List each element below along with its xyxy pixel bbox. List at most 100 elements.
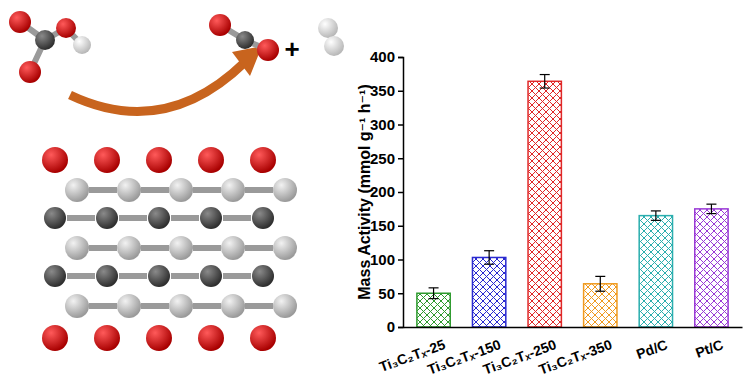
annotation: + [284, 34, 299, 64]
bond [245, 245, 273, 251]
atom [35, 30, 55, 50]
bar [695, 209, 728, 327]
atom [198, 147, 224, 173]
atom [42, 325, 68, 351]
bond [223, 215, 251, 221]
bar [472, 257, 505, 327]
atom [221, 294, 245, 318]
atom [44, 207, 66, 229]
atom [94, 325, 120, 351]
error-stem [655, 211, 656, 220]
illustration [9, 11, 344, 351]
y-tick-label: 100 [370, 251, 395, 268]
error-stem [600, 276, 601, 291]
y-tick-mark [398, 327, 403, 329]
atom [117, 178, 141, 202]
atom [169, 294, 193, 318]
error-stem [544, 75, 545, 89]
error-bar [540, 75, 550, 89]
atom [209, 14, 231, 36]
y-tick-label: 150 [370, 217, 395, 234]
error-cap [540, 87, 550, 88]
bond [141, 245, 169, 251]
x-tick-label: Ti₃C₂Tₓ-350 [536, 336, 614, 377]
chart-root: +050100150200250300350400Ti₃C₂Tₓ-25Ti₃C₂… [0, 0, 750, 386]
atom [252, 207, 274, 229]
bond [193, 303, 221, 309]
x-tick-label: Pt/C [693, 336, 725, 361]
y-tick: 400 [370, 48, 403, 65]
error-cap [429, 287, 439, 288]
error-cap [706, 213, 716, 214]
atom [273, 294, 297, 318]
atom [117, 236, 141, 260]
bond [245, 187, 273, 193]
bond [67, 273, 95, 279]
y-tick-label: 0 [387, 318, 395, 335]
x-tick: Pt/C [693, 327, 725, 361]
error-bar [706, 204, 716, 213]
y-tick: 150 [370, 217, 403, 234]
atom [250, 325, 276, 351]
bond [171, 215, 199, 221]
error-cap [595, 276, 605, 277]
bond [89, 303, 117, 309]
error-cap [651, 210, 661, 211]
atom [65, 236, 89, 260]
bond [193, 187, 221, 193]
atom [273, 236, 297, 260]
atom [94, 147, 120, 173]
y-tick-label: 400 [370, 48, 395, 65]
atom [250, 147, 276, 173]
y-tick: 0 [387, 318, 403, 335]
atom [117, 294, 141, 318]
error-stem [489, 251, 490, 265]
atom [200, 207, 222, 229]
error-bar [651, 211, 661, 220]
bond [245, 303, 273, 309]
atom [169, 178, 193, 202]
bond [223, 273, 251, 279]
y-tick-mark [398, 259, 403, 261]
y-tick: 250 [370, 150, 403, 167]
bond [193, 245, 221, 251]
atom [146, 147, 172, 173]
atom [146, 325, 172, 351]
atom [198, 325, 224, 351]
atom [96, 207, 118, 229]
error-cap [651, 220, 661, 221]
y-tick-mark [398, 226, 403, 228]
error-bar [484, 251, 494, 265]
atom [273, 178, 297, 202]
bond [171, 273, 199, 279]
atom [65, 294, 89, 318]
atom [65, 178, 89, 202]
error-cap [706, 204, 716, 205]
y-tick-label: 50 [378, 285, 395, 302]
bond [89, 187, 117, 193]
y-tick-mark [398, 158, 403, 160]
bar [639, 216, 672, 327]
y-tick: 300 [370, 116, 403, 133]
y-tick: 350 [370, 82, 403, 99]
bond [119, 215, 147, 221]
atom [221, 178, 245, 202]
y-tick-label: 200 [370, 183, 395, 200]
y-tick-label: 350 [370, 82, 395, 99]
atom [19, 61, 41, 83]
x-tick: Pd/C [634, 327, 669, 362]
y-axis: 0 50 100 150 200 250 300 350 400 [370, 48, 404, 335]
error-cap [595, 291, 605, 292]
x-axis-line [404, 327, 743, 329]
error-cap [484, 250, 494, 251]
atom [96, 265, 118, 287]
bar [417, 293, 450, 327]
error-bar [595, 276, 605, 291]
atom [148, 265, 170, 287]
plot-area [417, 75, 728, 327]
error-bar [429, 288, 439, 299]
arrow [70, 62, 245, 111]
atom [324, 36, 344, 56]
atom [169, 236, 193, 260]
error-cap [540, 74, 550, 75]
